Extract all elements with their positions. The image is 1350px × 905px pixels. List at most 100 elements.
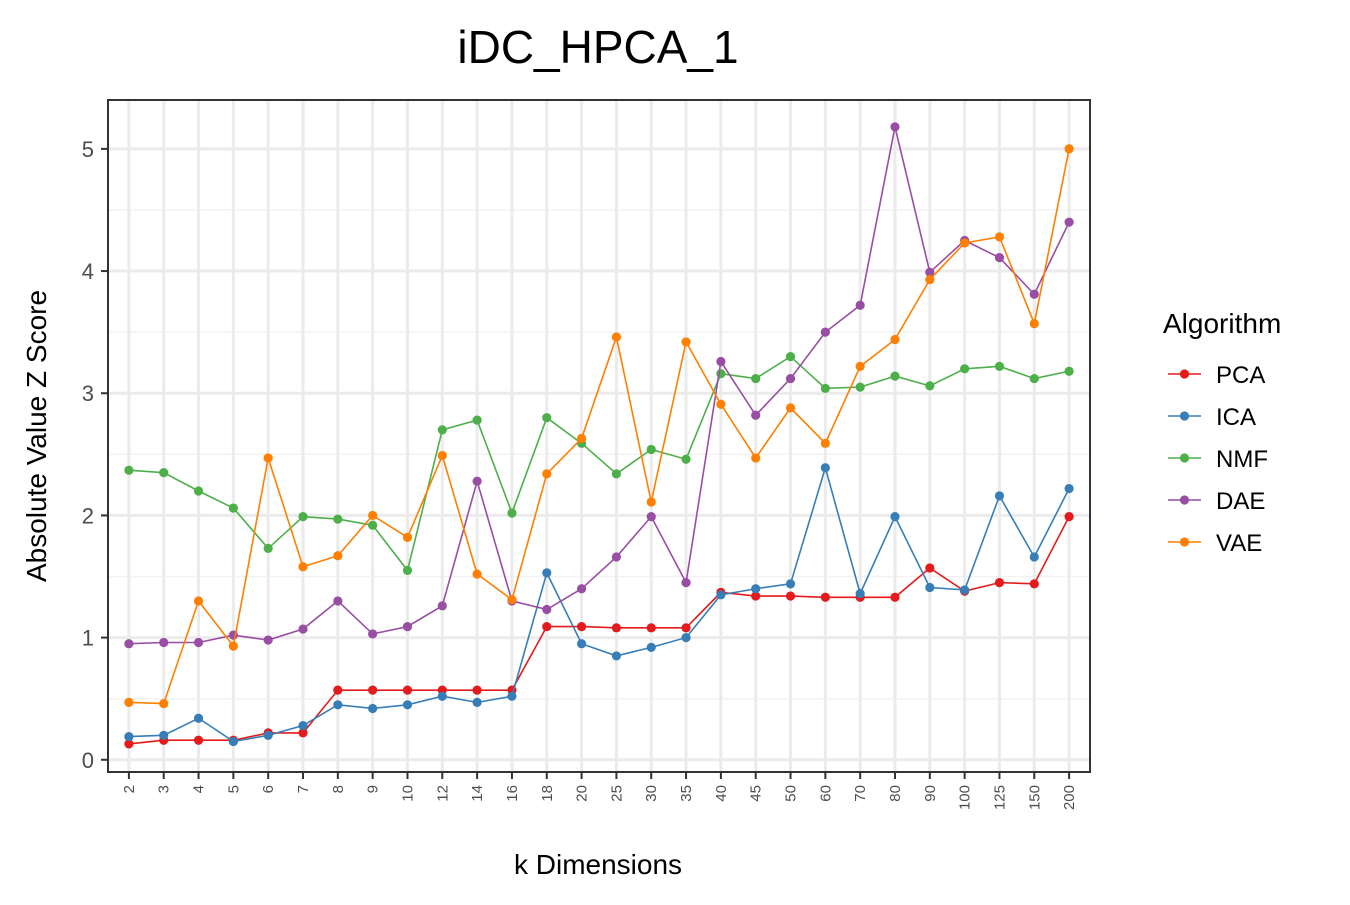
data-point-dae — [159, 637, 169, 648]
data-point-vae — [1029, 318, 1039, 329]
data-point-dae — [1029, 289, 1039, 299]
plot-background — [108, 100, 1090, 772]
x-tick-label: 2 — [121, 785, 138, 793]
x-tick-label: 150 — [1026, 785, 1043, 810]
legend-item-vae: VAE — [1168, 530, 1262, 557]
data-point-dae — [855, 300, 865, 310]
data-point-ica — [681, 633, 691, 643]
data-point-ica — [611, 651, 622, 661]
series-line-nmf — [128, 355, 1070, 573]
data-point-pca — [1029, 579, 1039, 589]
data-point-ica — [298, 720, 308, 731]
series-line-vae — [128, 148, 1070, 705]
series-layer — [124, 122, 1074, 749]
data-point-ica — [228, 736, 238, 747]
data-point-vae — [542, 469, 552, 479]
x-tick-label: 50 — [783, 785, 800, 802]
data-point-dae — [681, 578, 691, 588]
data-point-vae — [472, 569, 482, 579]
data-point-ica — [333, 700, 343, 710]
legend-key-point — [1179, 411, 1190, 421]
data-point-vae — [298, 562, 308, 572]
series-vae — [124, 144, 1074, 709]
x-tick-label: 12 — [434, 785, 451, 802]
data-point-vae — [611, 332, 622, 342]
data-point-dae — [890, 122, 900, 132]
x-tick-label: 100 — [957, 785, 974, 810]
data-point-pca — [333, 685, 343, 695]
data-point-nmf — [333, 514, 343, 524]
series-line-ica — [128, 464, 1070, 743]
data-point-nmf — [368, 520, 378, 530]
data-point-ica — [960, 585, 970, 595]
data-point-ica — [1064, 483, 1074, 494]
data-point-dae — [368, 629, 378, 639]
legend-label: DAE — [1216, 488, 1265, 515]
data-point-pca — [925, 563, 935, 573]
data-point-vae — [368, 510, 378, 521]
x-tick-label: 16 — [504, 785, 521, 802]
data-point-ica — [576, 639, 587, 649]
data-point-vae — [402, 532, 413, 543]
panel-border — [107, 99, 1091, 773]
legend-item-nmf: NMF — [1168, 446, 1268, 473]
data-point-vae — [1064, 144, 1074, 154]
plot-area — [108, 100, 1090, 772]
data-point-nmf — [646, 444, 656, 455]
data-point-pca — [193, 735, 204, 745]
data-point-dae — [751, 410, 761, 420]
x-tick-label: 90 — [922, 785, 939, 802]
data-point-pca — [994, 578, 1005, 588]
y-axis-label: Absolute Value Z Score — [21, 290, 52, 582]
data-point-ica — [368, 703, 378, 714]
data-point-vae — [263, 453, 273, 463]
data-point-vae — [994, 232, 1005, 242]
data-point-dae — [1064, 217, 1074, 227]
x-tick-label: 200 — [1061, 785, 1078, 810]
data-point-pca — [124, 739, 134, 749]
data-point-dae — [333, 596, 343, 606]
data-point-nmf — [1029, 373, 1039, 384]
data-point-vae — [960, 238, 970, 248]
data-point-dae — [472, 476, 482, 486]
data-point-pca — [611, 623, 622, 633]
data-point-dae — [402, 622, 413, 632]
x-tick-label: 6 — [260, 785, 277, 793]
legend: Algorithm PCA ICA NMF DAE VAE — [1163, 308, 1281, 557]
data-point-nmf — [1064, 366, 1074, 376]
data-point-vae — [646, 497, 656, 507]
data-point-dae — [263, 635, 273, 645]
legend-label: VAE — [1216, 530, 1262, 557]
legend-title: Algorithm — [1163, 308, 1281, 339]
x-tick-label: 30 — [643, 785, 660, 802]
data-point-ica — [263, 730, 273, 740]
legend-item-dae: DAE — [1168, 488, 1265, 515]
data-point-dae — [193, 637, 204, 648]
data-point-nmf — [681, 454, 691, 464]
y-tick-label: 3 — [82, 381, 94, 406]
data-point-pca — [402, 685, 413, 695]
data-point-vae — [855, 361, 865, 371]
data-point-dae — [925, 267, 935, 277]
y-tick-label: 2 — [82, 503, 94, 528]
data-point-vae — [751, 453, 761, 463]
data-point-dae — [716, 356, 726, 367]
data-point-nmf — [159, 468, 169, 478]
data-point-vae — [576, 433, 587, 444]
data-point-nmf — [751, 373, 761, 384]
data-point-pca — [751, 591, 761, 601]
x-tick-label: 4 — [191, 785, 208, 793]
data-point-dae — [298, 624, 308, 634]
data-point-dae — [994, 253, 1005, 263]
data-point-nmf — [402, 565, 413, 576]
data-point-dae — [542, 604, 552, 615]
data-point-vae — [716, 399, 726, 409]
data-point-pca — [1064, 512, 1074, 522]
data-point-nmf — [855, 382, 865, 392]
x-tick-label: 10 — [399, 785, 416, 802]
grid-minor — [108, 209, 1090, 700]
data-point-ica — [820, 463, 830, 473]
x-axis-label: k Dimensions — [514, 849, 682, 880]
x-tick-label: 8 — [330, 785, 347, 793]
